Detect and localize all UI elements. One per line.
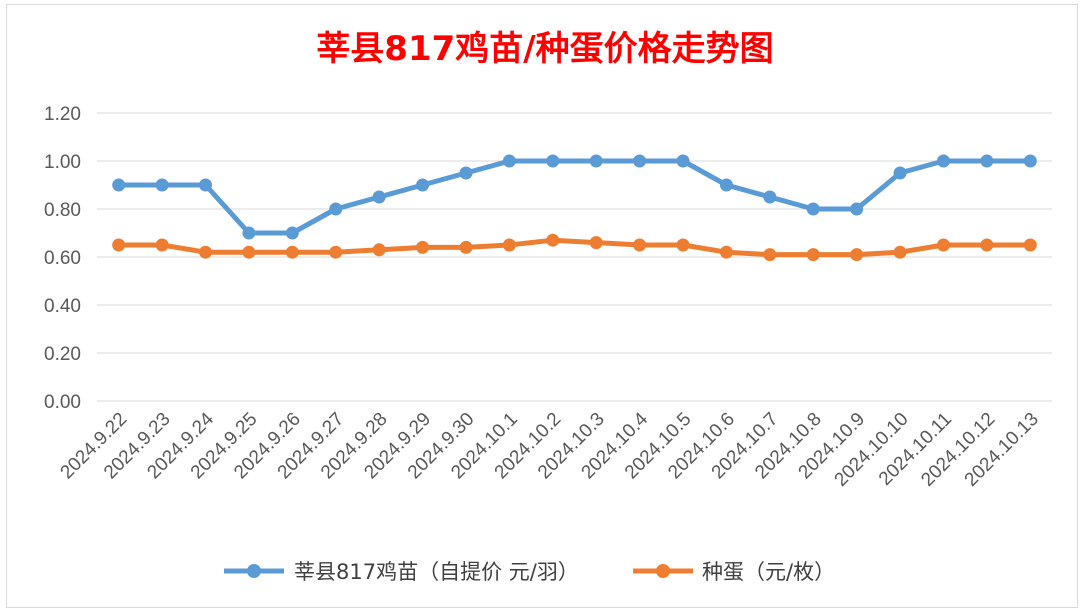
data-point — [850, 248, 864, 262]
series-line — [116, 237, 1033, 258]
data-point — [546, 154, 560, 168]
data-point — [589, 236, 603, 250]
data-point — [199, 178, 213, 192]
data-point — [416, 178, 430, 192]
y-tick-label: 1.00 — [44, 152, 81, 173]
data-point — [806, 248, 820, 262]
data-point — [199, 245, 213, 259]
chart-title: 莘县817鸡苗/种蛋价格走势图 — [316, 29, 773, 69]
data-point — [372, 190, 386, 204]
y-tick-label: 0.60 — [44, 248, 81, 269]
y-tick-label: 1.20 — [44, 104, 81, 125]
data-point — [329, 245, 343, 259]
legend-marker — [247, 564, 261, 578]
chart-frame — [6, 4, 1078, 608]
data-point — [155, 178, 169, 192]
data-point — [633, 154, 647, 168]
data-point — [806, 202, 820, 216]
y-tick-label: 0.20 — [44, 344, 81, 365]
data-point — [459, 166, 473, 180]
data-point — [546, 233, 560, 247]
data-point — [1023, 154, 1037, 168]
data-point — [155, 238, 169, 252]
data-point — [676, 154, 690, 168]
data-point — [285, 226, 299, 240]
data-point — [850, 202, 864, 216]
y-tick-label: 0.00 — [44, 392, 81, 413]
legend-item: 莘县817鸡苗（自提价 元/羽） — [224, 560, 579, 584]
series-2 — [112, 233, 1037, 262]
data-point — [1023, 238, 1037, 252]
data-point — [980, 238, 994, 252]
legend-label: 莘县817鸡苗（自提价 元/羽） — [294, 560, 579, 584]
data-point — [719, 245, 733, 259]
data-point — [416, 240, 430, 254]
data-point — [936, 154, 950, 168]
data-point — [589, 154, 603, 168]
legend-item: 种蛋（元/枚） — [633, 560, 835, 584]
data-point — [285, 245, 299, 259]
data-point — [372, 243, 386, 257]
data-point — [980, 154, 994, 168]
y-tick-label: 0.80 — [44, 200, 81, 221]
data-point — [502, 238, 516, 252]
y-tick-label: 0.40 — [44, 296, 81, 317]
gridlines — [97, 112, 1052, 402]
data-point — [763, 190, 777, 204]
data-point — [633, 238, 647, 252]
data-point — [719, 178, 733, 192]
series-layer — [112, 154, 1037, 262]
data-point — [893, 245, 907, 259]
data-point — [893, 166, 907, 180]
data-point — [502, 154, 516, 168]
data-point — [112, 178, 126, 192]
data-point — [459, 240, 473, 254]
data-point — [936, 238, 950, 252]
series-1 — [112, 154, 1037, 240]
data-point — [329, 202, 343, 216]
data-point — [676, 238, 690, 252]
data-point — [242, 245, 256, 259]
legend: 莘县817鸡苗（自提价 元/羽） 种蛋（元/枚） — [224, 560, 835, 584]
data-point — [242, 226, 256, 240]
legend-marker — [656, 564, 670, 578]
legend-label: 种蛋（元/枚） — [702, 560, 835, 584]
y-axis-ticks: 0.00 0.20 0.40 0.60 0.80 1.00 1.20 — [44, 104, 81, 413]
series-line — [116, 158, 1033, 236]
x-axis-ticks: 2024.9.222024.9.232024.9.242024.9.252024… — [57, 408, 1043, 490]
data-point — [112, 238, 126, 252]
data-point — [763, 248, 777, 262]
